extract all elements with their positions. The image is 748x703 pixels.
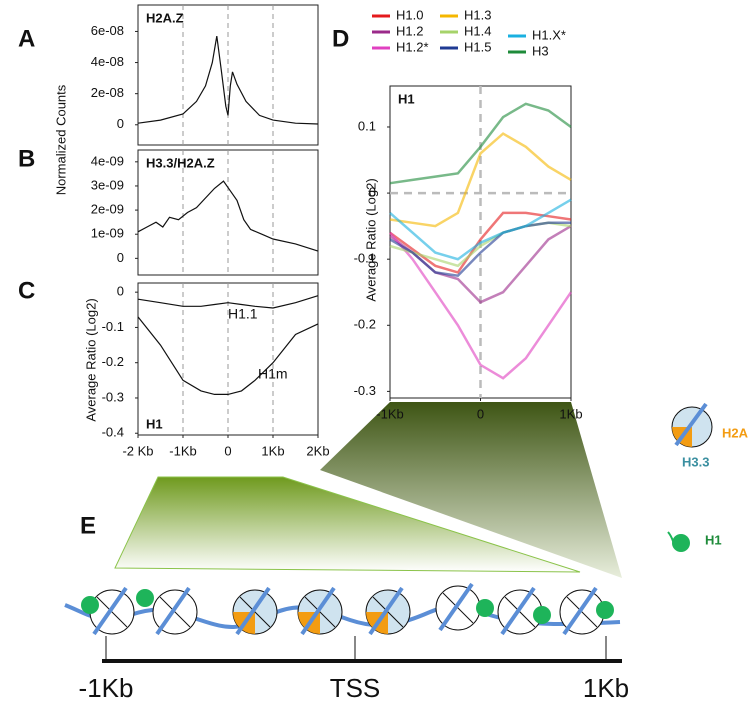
y-tick-label: -0.3: [102, 389, 124, 404]
x-tick-label: 1Kb: [261, 443, 284, 458]
legend-label: H1.2: [396, 23, 423, 38]
chart-panel: D 0.1 0 -0.1 -0.2 -0.3-1Kb 0 1Kb H1 Average Ratio…: [332, 7, 583, 421]
nucleosome-line: [372, 596, 404, 628]
legend-label: H1.3: [464, 7, 491, 22]
h1-linker: [476, 599, 494, 617]
dna-wrap: [438, 582, 474, 632]
series-line: [389, 198, 572, 261]
axis-label: TSS: [330, 673, 381, 703]
legend-label: H1: [705, 532, 722, 547]
y-tick-label: 1e-09: [91, 226, 124, 241]
series-line: [137, 295, 319, 309]
panel-label: C: [18, 277, 35, 304]
h1-linker: [596, 601, 614, 619]
y-tick-label: 0: [117, 116, 124, 131]
nucleosome-line: [239, 596, 271, 628]
y-tick-label: 6e-08: [91, 23, 124, 38]
zoom-shape: [320, 402, 622, 578]
y-tick-label: -0.1: [102, 319, 124, 334]
x-tick-label: 2Kb: [306, 443, 329, 458]
legend-label: H3.3: [682, 454, 709, 469]
series-line: [389, 231, 573, 380]
y-tick-label: 3e-09: [91, 177, 124, 192]
y-tick-label: 0: [117, 284, 124, 299]
dna-wrap: [235, 586, 271, 636]
series-label: H1m: [258, 366, 288, 382]
nucleosome-line: [159, 596, 191, 628]
chart-panel: A 0 2e-08 4e-08 6e-08 H2A.Z Normalized Counts: [18, 4, 319, 195]
y-tick-label: -0.1: [354, 251, 376, 266]
y-tick-label: 0: [117, 250, 124, 265]
y-tick-label: 4e-08: [91, 54, 124, 69]
y-axis-label: Normalized Counts: [53, 84, 68, 195]
y-tick-label: 0.1: [358, 118, 376, 133]
x-tick-label: -1Kb: [376, 406, 403, 421]
series-line: [389, 132, 572, 228]
nucleosome-line: [96, 596, 128, 628]
legend-h1: [672, 534, 690, 552]
h1-linker: [81, 596, 99, 614]
zoom-shape: [114, 476, 581, 573]
dna-wrap: [500, 586, 536, 636]
legend-label: H3: [532, 43, 549, 58]
nucleosome-line: [504, 596, 536, 628]
chart-title: H3.3/H2A.Z: [146, 155, 215, 170]
dna-wrap: [368, 586, 404, 636]
legend-label: H1.0: [396, 7, 423, 22]
y-tick-label: 2e-08: [91, 85, 124, 100]
series-line: [137, 316, 319, 395]
dna-wrap: [92, 586, 128, 636]
nucleosomes: [81, 582, 614, 636]
dna-wrap: [155, 586, 191, 636]
series-label: H1.1: [228, 306, 258, 322]
dna-wrap: [562, 586, 598, 636]
y-tick-label: -0.2: [354, 317, 376, 332]
y-tick-label: -0.4: [102, 425, 124, 440]
y-axis-label: Average Ratio (Log2): [363, 178, 378, 301]
y-tick-label: -0.2: [102, 354, 124, 369]
nucleosome-line: [304, 596, 336, 628]
legend-dna: [674, 402, 708, 447]
series-line: [137, 35, 319, 125]
h1-linker: [136, 589, 154, 607]
x-tick-label: -2 Kb: [122, 443, 153, 458]
series-line: [389, 221, 571, 278]
x-tick-label: 1Kb: [559, 406, 582, 421]
x-tick-label: 0: [224, 443, 231, 458]
legend-label: H1.4: [464, 23, 491, 38]
legend-label: H1.X*: [532, 27, 566, 42]
panel-label: B: [18, 145, 35, 172]
y-tick-label: 4e-09: [91, 153, 124, 168]
legend-label: H2A.Z: [722, 425, 748, 440]
series-line: [137, 180, 319, 252]
y-tick-label: 2e-09: [91, 202, 124, 217]
y-tick-label: 0: [369, 185, 376, 200]
legend-label: H1.5: [464, 39, 491, 54]
panel-label: E: [80, 512, 96, 539]
h1-linker: [533, 606, 551, 624]
x-tick-label: 0: [477, 406, 484, 421]
diagram: E -1Kb TSS 1Kb H2A.Z H3.3 H1: [64, 402, 748, 703]
axis-label: -1Kb: [79, 673, 134, 703]
chart-title: H1: [146, 416, 163, 431]
dna-wrap: [300, 586, 336, 636]
panel-label: D: [332, 25, 349, 52]
chart-panel: B 0 1e-09 2e-09 3e-09 4e-09 H3.3/H2A.Z: [18, 145, 319, 276]
panel-label: A: [18, 25, 35, 52]
chart-title: H1: [398, 91, 415, 106]
axis-label: 1Kb: [583, 673, 629, 703]
series-line: [389, 102, 572, 185]
y-tick-label: -0.3: [354, 383, 376, 398]
chart-title: H2A.Z: [146, 10, 184, 25]
nucleosome-line: [566, 596, 598, 628]
nucleosome-line: [442, 592, 474, 624]
legend-label: H1.2*: [396, 39, 429, 54]
chart-panel: C 0 -0.1 -0.2 -0.3 -0.4 -2 Kb -1Kb 0 1Kb 2Kb H1 Aver…: [18, 277, 330, 458]
x-tick-label: -1Kb: [169, 443, 196, 458]
y-axis-label: Average Ratio (Log2): [83, 298, 98, 421]
